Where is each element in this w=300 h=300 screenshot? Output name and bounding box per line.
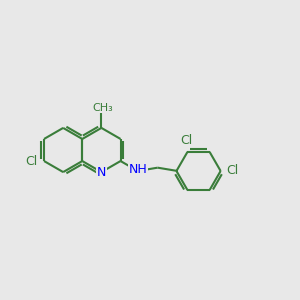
Text: CH₃: CH₃	[92, 103, 113, 113]
Text: Cl: Cl	[180, 134, 192, 147]
Text: NH: NH	[128, 163, 147, 176]
Text: Cl: Cl	[226, 164, 238, 178]
Text: N: N	[97, 166, 106, 178]
Text: Cl: Cl	[25, 154, 38, 167]
